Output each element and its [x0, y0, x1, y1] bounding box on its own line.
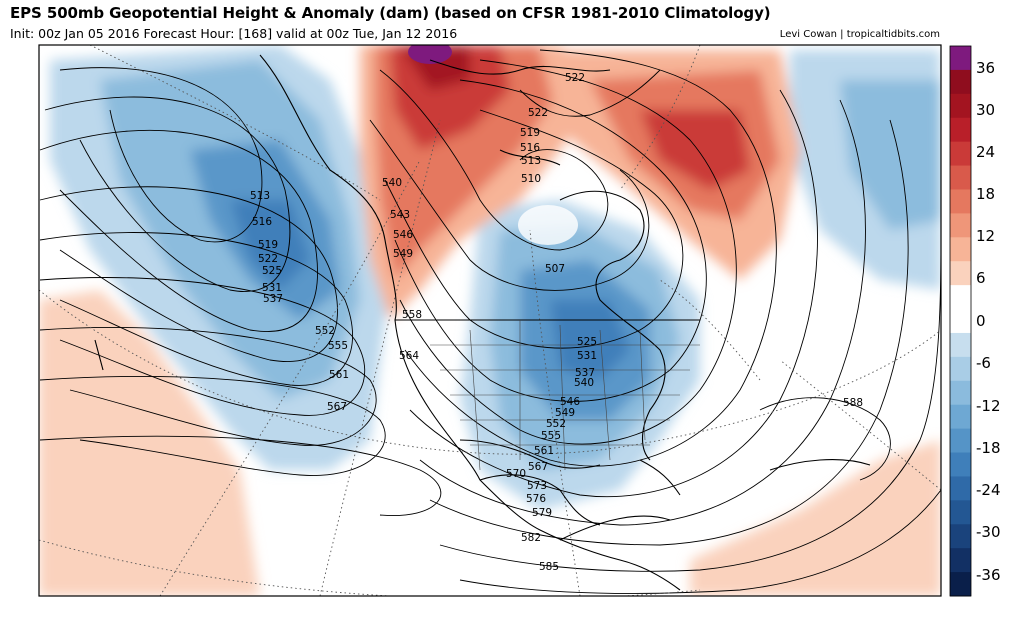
height-contour-label: 522: [565, 72, 585, 84]
chart-title: EPS 500mb Geopotential Height & Anomaly …: [10, 4, 771, 22]
colorbar-tick-label: -18: [976, 439, 1001, 457]
chart-subtitle: Init: 00z Jan 05 2016 Forecast Hour: [16…: [10, 26, 458, 41]
height-labels: 5135165195225255315375525555615675405435…: [250, 72, 863, 573]
colorbar-tick-label: -36: [976, 566, 1001, 584]
colorbar-swatch: [950, 69, 971, 95]
colorbar-swatch: [950, 213, 971, 238]
colorbar-tick-label: -30: [976, 523, 1001, 541]
colorbar-tick-label: 18: [976, 185, 995, 203]
colorbar-swatch: [950, 93, 971, 119]
colorbar-swatch: [950, 356, 971, 382]
colorbar-swatch: [950, 285, 971, 310]
height-contour-label: 516: [252, 216, 272, 228]
low-center: [518, 205, 578, 245]
height-contour-label: 573: [527, 480, 547, 492]
colorbar-swatch: [950, 165, 971, 190]
height-contour-label: 540: [382, 177, 402, 189]
colorbar-swatch: [950, 380, 971, 406]
height-contour-label: 558: [402, 309, 422, 321]
graticule: [39, 45, 941, 596]
height-contour-label: 561: [329, 369, 349, 381]
height-contour-label: 588: [843, 397, 863, 409]
height-contour-label: 519: [520, 127, 540, 139]
height-contour-label: 561: [534, 445, 554, 457]
height-contour-label: 579: [532, 507, 552, 519]
height-contour-label: 513: [250, 190, 270, 202]
state-borders: [430, 320, 700, 471]
height-contour-label: 522: [258, 253, 278, 265]
colorbar-swatch: [950, 117, 971, 143]
colorbar-swatch: [950, 237, 971, 262]
colorbar-swatch: [950, 404, 971, 430]
height-contour-label: 516: [520, 142, 540, 154]
colorbar-swatch: [950, 309, 971, 334]
height-contour-label: 531: [262, 282, 282, 294]
colorbar: 36 30 24 18 12 6 0 -6 -12 -18 -24 -30 -36: [949, 45, 1001, 597]
anomaly-shading: [39, 45, 941, 596]
height-contour-label: 549: [555, 407, 575, 419]
colorbar-tick-label: -24: [976, 481, 1001, 499]
colorbar-tick-label: 0: [976, 312, 986, 330]
colorbar-swatch: [950, 141, 971, 167]
colorbar-tick-label: 6: [976, 269, 986, 287]
height-contour-label: 531: [577, 350, 597, 362]
colorbar-swatch: [950, 548, 971, 573]
colorbar-swatch: [950, 524, 971, 549]
height-contour-label: 567: [528, 461, 548, 473]
height-contour-label: 567: [327, 401, 347, 413]
colorbar-tick-label: 12: [976, 227, 995, 245]
height-contour-label: 537: [263, 293, 283, 305]
height-contour-label: 570: [506, 468, 526, 480]
height-contour-label: 585: [539, 561, 559, 573]
height-contour-label: 576: [526, 493, 546, 505]
colorbar-tick-label: -12: [976, 397, 1001, 415]
height-contour-label: 510: [521, 173, 541, 185]
height-contour-label: 513: [521, 155, 541, 167]
height-contour-label: 552: [546, 418, 566, 430]
height-contour-label: 546: [393, 229, 413, 241]
colorbar-swatch: [950, 500, 971, 525]
colorbar-swatch: [950, 452, 971, 477]
colorbar-tick-label: -6: [976, 354, 991, 372]
coastlines: [94, 54, 871, 591]
height-contour-label: 552: [315, 325, 335, 337]
height-contour-label: 543: [390, 209, 410, 221]
colorbar-swatch: [950, 261, 971, 286]
height-contour-label: 537: [575, 367, 595, 379]
height-contour-label: 582: [521, 532, 541, 544]
colorbar-swatch: [950, 189, 971, 214]
colorbar-frame: [949, 45, 972, 597]
colorbar-tick-label: 24: [976, 143, 995, 161]
colorbar-swatch: [950, 428, 971, 454]
colorbar-tick-label: 36: [976, 59, 995, 77]
height-contour-label: 507: [545, 263, 565, 275]
map-panel: [39, 45, 941, 596]
height-contour-label: 555: [541, 430, 561, 442]
colorbar-swatch: [950, 332, 971, 358]
height-contour-label: 555: [328, 340, 348, 352]
height-contour-label: 546: [560, 396, 580, 408]
height-contour-label: 525: [262, 265, 282, 277]
colorbar-swatch: [950, 476, 971, 501]
credit-text: Levi Cowan | tropicaltidbits.com: [779, 29, 940, 40]
height-contour-label: 564: [399, 350, 419, 362]
height-contour-label: 519: [258, 239, 278, 251]
height-contour-label: 549: [393, 248, 413, 260]
height-contour-label: 540: [574, 377, 594, 389]
map-frame: [38, 44, 942, 597]
colorbar-tick-label: 30: [976, 101, 995, 119]
height-contours: [39, 49, 941, 594]
anomaly-max: [408, 45, 452, 64]
colorbar-swatch: [950, 46, 971, 71]
height-contour-label: 522: [528, 107, 548, 119]
height-contour-label: 525: [577, 336, 597, 348]
colorbar-swatch: [950, 572, 971, 597]
